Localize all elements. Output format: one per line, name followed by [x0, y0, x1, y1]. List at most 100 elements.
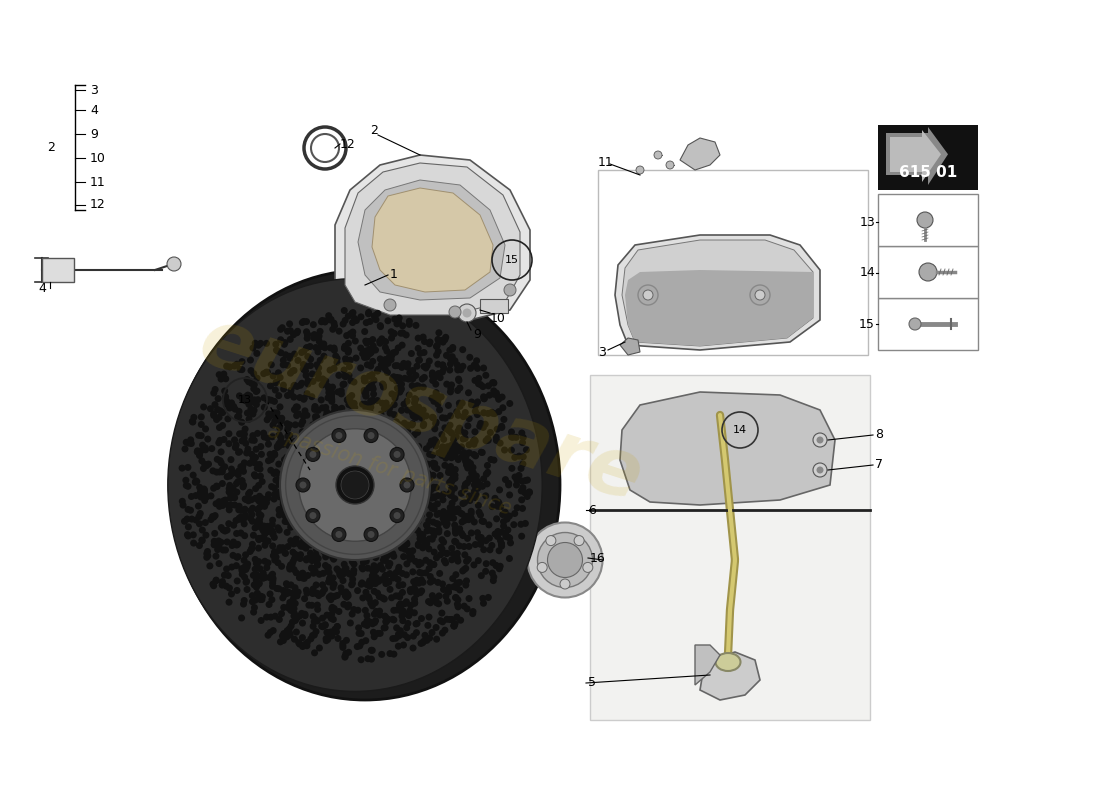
- Circle shape: [242, 496, 250, 503]
- Circle shape: [219, 466, 227, 473]
- Circle shape: [320, 341, 328, 347]
- Circle shape: [497, 562, 504, 570]
- Circle shape: [491, 410, 498, 417]
- Circle shape: [285, 442, 292, 449]
- Circle shape: [341, 345, 348, 352]
- Circle shape: [286, 566, 294, 573]
- Circle shape: [273, 554, 279, 561]
- Circle shape: [267, 614, 274, 621]
- Circle shape: [309, 590, 316, 597]
- Circle shape: [522, 446, 530, 454]
- Circle shape: [453, 555, 460, 562]
- Circle shape: [442, 453, 449, 459]
- Circle shape: [344, 397, 351, 403]
- Circle shape: [364, 655, 372, 662]
- Circle shape: [211, 401, 219, 408]
- Circle shape: [368, 647, 376, 654]
- Circle shape: [253, 387, 261, 394]
- Circle shape: [251, 396, 258, 403]
- Circle shape: [336, 328, 342, 334]
- Circle shape: [226, 585, 233, 591]
- Circle shape: [461, 499, 469, 506]
- Circle shape: [198, 421, 205, 428]
- Circle shape: [213, 482, 220, 490]
- Circle shape: [340, 601, 348, 608]
- Circle shape: [449, 476, 456, 483]
- Circle shape: [277, 438, 284, 445]
- Circle shape: [424, 482, 431, 489]
- Circle shape: [433, 554, 440, 562]
- Circle shape: [289, 618, 296, 626]
- Circle shape: [396, 422, 403, 429]
- Circle shape: [262, 530, 268, 538]
- Circle shape: [213, 456, 221, 462]
- Circle shape: [372, 346, 379, 354]
- Circle shape: [370, 386, 376, 393]
- Circle shape: [451, 358, 459, 364]
- Circle shape: [282, 508, 288, 515]
- Circle shape: [276, 616, 283, 623]
- Circle shape: [466, 475, 473, 482]
- Circle shape: [394, 512, 400, 519]
- Circle shape: [454, 366, 461, 374]
- Circle shape: [398, 545, 405, 551]
- Circle shape: [396, 425, 403, 432]
- Circle shape: [432, 420, 439, 427]
- Circle shape: [316, 338, 322, 345]
- Circle shape: [271, 551, 277, 558]
- Circle shape: [221, 463, 229, 470]
- Circle shape: [405, 375, 412, 382]
- Circle shape: [234, 478, 242, 485]
- Circle shape: [290, 331, 297, 338]
- Circle shape: [226, 489, 232, 495]
- Circle shape: [267, 466, 274, 474]
- Circle shape: [410, 585, 418, 591]
- Circle shape: [366, 582, 373, 590]
- Circle shape: [283, 580, 290, 587]
- Circle shape: [358, 656, 364, 663]
- Circle shape: [287, 562, 294, 569]
- Circle shape: [390, 573, 397, 579]
- Circle shape: [439, 414, 446, 422]
- Circle shape: [415, 443, 422, 450]
- Circle shape: [280, 490, 287, 497]
- Circle shape: [429, 370, 436, 377]
- Circle shape: [574, 535, 584, 546]
- Circle shape: [365, 310, 372, 318]
- Circle shape: [375, 366, 382, 373]
- Circle shape: [366, 578, 373, 584]
- Circle shape: [278, 489, 285, 495]
- Text: 14: 14: [733, 425, 747, 435]
- Circle shape: [329, 390, 336, 397]
- Circle shape: [241, 430, 248, 438]
- Circle shape: [484, 462, 491, 469]
- Circle shape: [462, 565, 470, 572]
- Circle shape: [266, 574, 273, 581]
- Circle shape: [389, 375, 396, 382]
- Circle shape: [257, 451, 265, 458]
- Text: 13: 13: [238, 395, 252, 405]
- Circle shape: [416, 559, 424, 566]
- Circle shape: [233, 480, 240, 487]
- Circle shape: [495, 408, 503, 415]
- Circle shape: [427, 573, 433, 580]
- Circle shape: [341, 654, 349, 661]
- Circle shape: [402, 422, 409, 428]
- Circle shape: [349, 580, 356, 587]
- Circle shape: [298, 349, 305, 356]
- Circle shape: [332, 550, 339, 557]
- Circle shape: [374, 397, 381, 404]
- Circle shape: [470, 469, 476, 476]
- Circle shape: [441, 462, 449, 469]
- Circle shape: [452, 594, 459, 601]
- Circle shape: [258, 478, 266, 485]
- Circle shape: [420, 464, 428, 471]
- Circle shape: [440, 586, 447, 593]
- Circle shape: [243, 578, 250, 585]
- Circle shape: [277, 415, 284, 422]
- Circle shape: [300, 394, 308, 402]
- Circle shape: [433, 343, 440, 350]
- Circle shape: [412, 396, 419, 403]
- Circle shape: [373, 316, 380, 323]
- Circle shape: [368, 371, 375, 378]
